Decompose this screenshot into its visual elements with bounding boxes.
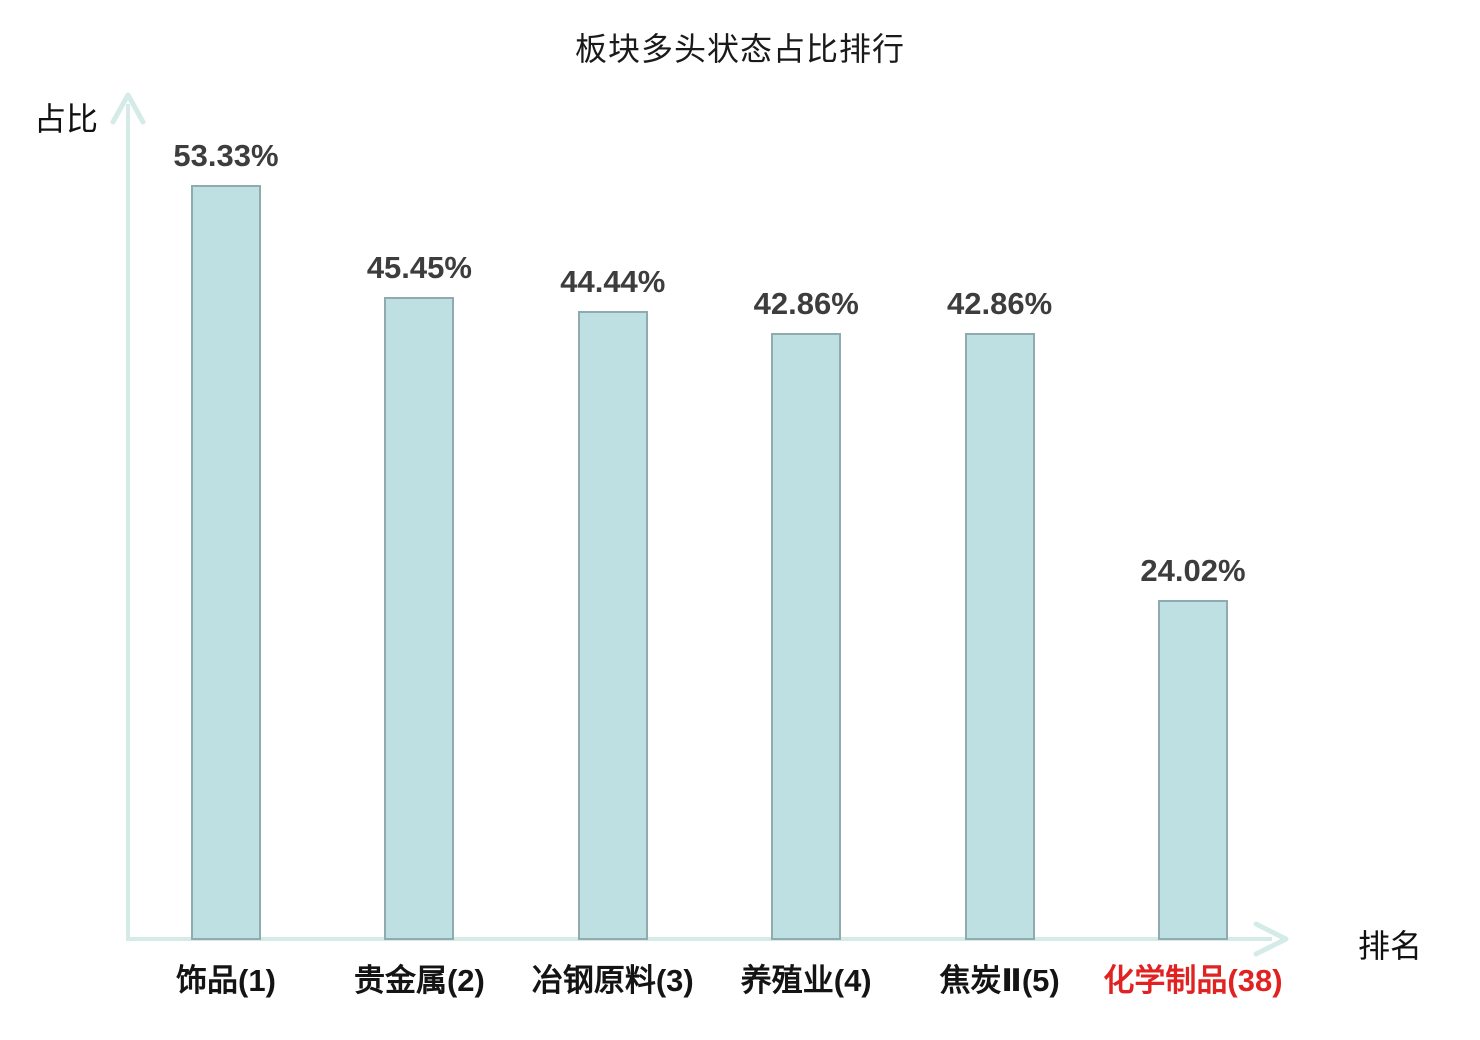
bar-value-label: 42.86%	[753, 286, 859, 321]
category-label: 焦炭Ⅱ(5)	[939, 963, 1060, 998]
x-axis-arrowhead-icon	[1253, 921, 1289, 957]
bar-value-label: 53.33%	[173, 138, 279, 173]
y-axis-label: 占比	[34, 101, 99, 137]
y-axis-arrowhead-icon	[110, 92, 146, 125]
bar-1	[191, 185, 261, 940]
bar-4	[771, 333, 842, 940]
bar-value-label: 42.86%	[947, 286, 1053, 321]
bar-3	[577, 311, 648, 940]
x-axis-label: 排名	[1358, 928, 1423, 964]
bar-5	[964, 333, 1035, 940]
bar-2	[384, 297, 455, 940]
category-label: 冶钢原料(3)	[531, 963, 694, 998]
bar-value-label: 24.02%	[1140, 553, 1246, 588]
category-label: 养殖业(4)	[740, 963, 872, 998]
category-label: 化学制品(38)	[1103, 963, 1283, 998]
bar-6	[1158, 600, 1228, 940]
chart-title: 板块多头状态占比排行	[574, 31, 905, 67]
bar-value-label: 45.45%	[366, 250, 472, 285]
category-label: 饰品(1)	[176, 963, 276, 998]
bar-value-label: 44.44%	[560, 264, 666, 299]
category-label: 贵金属(2)	[353, 963, 485, 998]
